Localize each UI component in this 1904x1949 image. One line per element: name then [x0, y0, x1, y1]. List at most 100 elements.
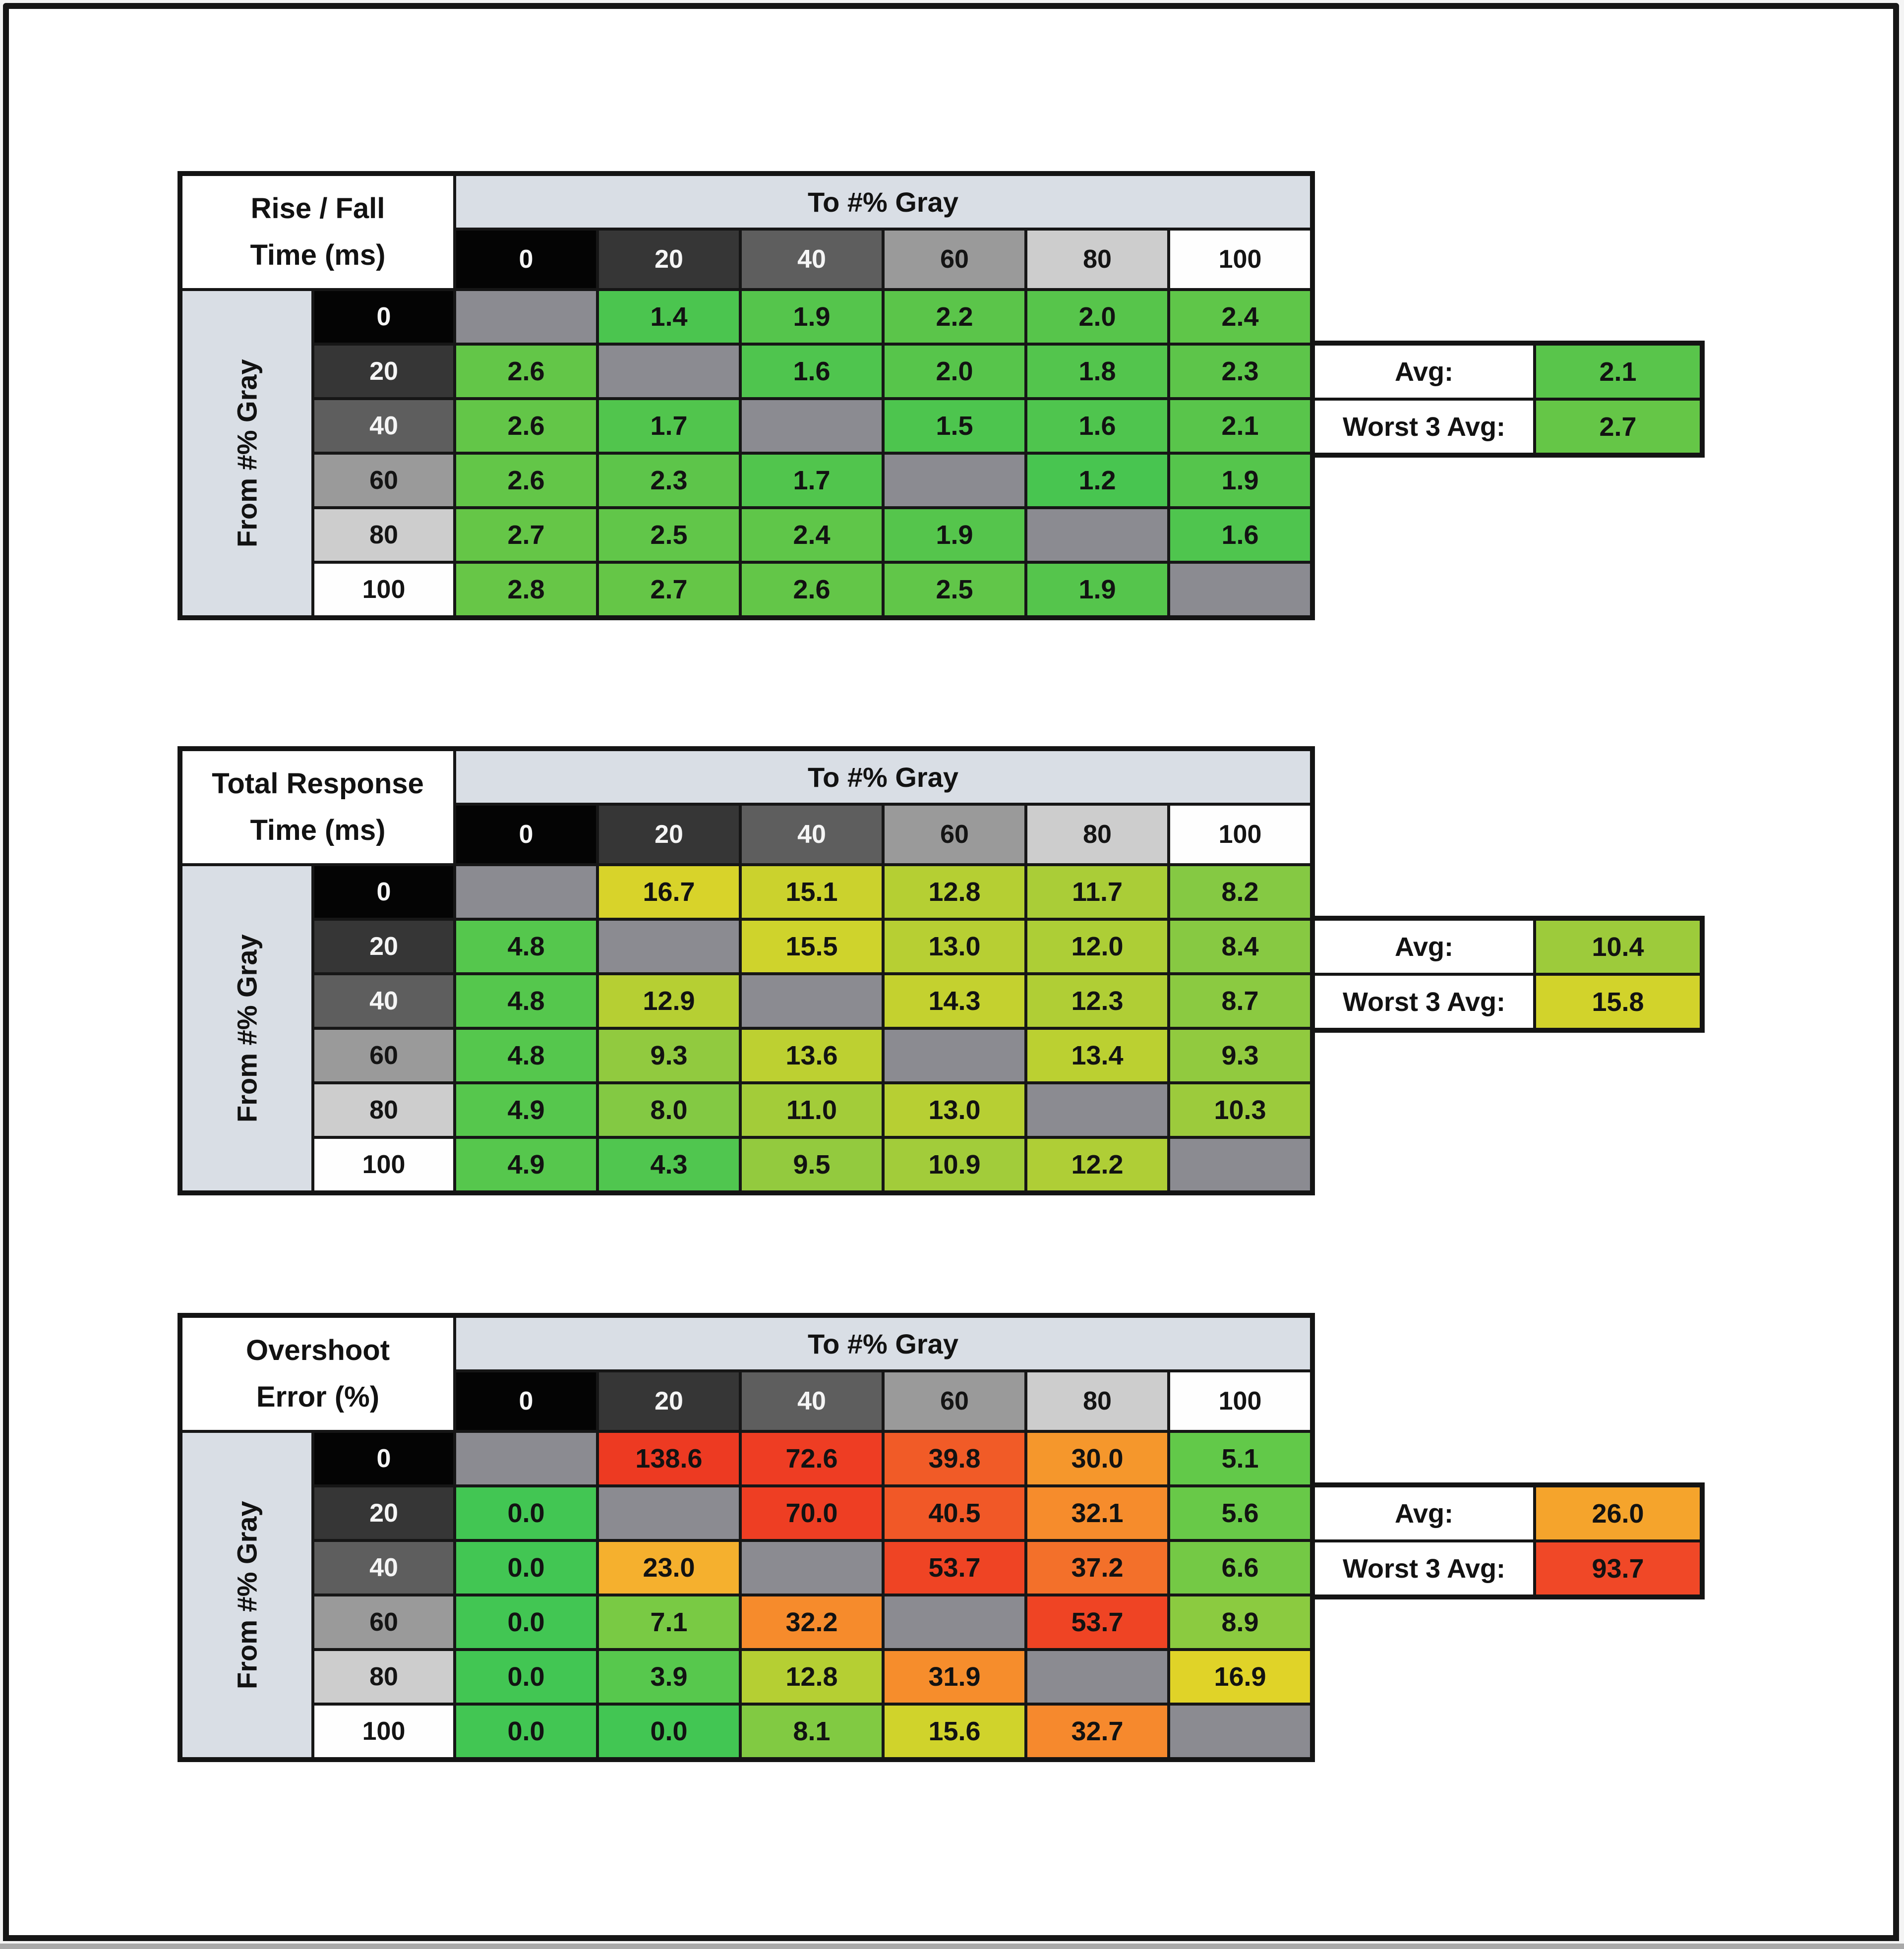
diagonal-cell — [456, 866, 596, 918]
diagonal-cell — [885, 1596, 1024, 1648]
value-cell: 2.3 — [1170, 346, 1310, 397]
diagonal-cell — [456, 291, 596, 343]
value-cell: 2.7 — [456, 509, 596, 561]
avg-value: 10.4 — [1536, 921, 1700, 973]
avg-value: 2.1 — [1536, 346, 1700, 398]
value-cell: 4.3 — [599, 1139, 739, 1190]
value-cell: 15.5 — [742, 921, 882, 972]
diagonal-cell — [742, 400, 882, 452]
to-level-40: 40 — [742, 806, 882, 863]
value-cell: 0.0 — [456, 1596, 596, 1648]
value-cell: 1.7 — [742, 455, 882, 506]
to-level-60: 60 — [885, 231, 1024, 288]
value-cell: 39.8 — [885, 1433, 1024, 1484]
overshoot-matrix: Overshoot Error (%) To #% Gray 0 20 40 60 80 100… — [178, 1313, 1315, 1762]
response-time-table: Total Response Time (ms) To #% Gray 0 20 40 60… — [178, 746, 1794, 1232]
value-cell: 2.6 — [456, 455, 596, 506]
value-cell: 9.5 — [742, 1139, 882, 1190]
value-cell: 16.7 — [599, 866, 739, 918]
value-cell: 2.5 — [599, 509, 739, 561]
value-cell: 1.9 — [885, 509, 1024, 561]
table-title-cell: Rise / Fall Time (ms) — [182, 176, 453, 288]
value-cell: 31.9 — [885, 1651, 1024, 1703]
from-level-20: 20 — [314, 1487, 453, 1539]
value-cell: 3.9 — [599, 1651, 739, 1703]
value-cell: 40.5 — [885, 1487, 1024, 1539]
value-cell: 15.6 — [885, 1706, 1024, 1757]
to-level-20: 20 — [599, 231, 739, 288]
from-level-40: 40 — [314, 400, 453, 452]
rise-fall-table: Rise / Fall Time (ms) To #% Gray 0 20 40 60 80 1… — [178, 171, 1794, 657]
to-gray-header: To #% Gray — [456, 751, 1310, 803]
overshoot-avg-block: Avg: 26.0 Worst 3 Avg: 93.7 — [1310, 1482, 1705, 1599]
value-cell: 1.9 — [1170, 455, 1310, 506]
value-cell: 1.6 — [1170, 509, 1310, 561]
to-level-0: 0 — [456, 806, 596, 863]
to-level-80: 80 — [1027, 806, 1167, 863]
value-cell: 32.7 — [1027, 1706, 1167, 1757]
value-cell: 10.3 — [1170, 1084, 1310, 1136]
value-cell: 8.4 — [1170, 921, 1310, 972]
from-level-40: 40 — [314, 1542, 453, 1594]
table-title-cell: Total Response Time (ms) — [182, 751, 453, 863]
value-cell: 1.6 — [742, 346, 882, 397]
worst3-value: 15.8 — [1536, 976, 1700, 1028]
avg-label: Avg: — [1315, 921, 1533, 973]
overshoot-table: Overshoot Error (%) To #% Gray 0 20 40 60 80 100… — [178, 1313, 1794, 1799]
value-cell: 8.1 — [742, 1706, 882, 1757]
table-title-line1: Rise / Fall — [250, 192, 385, 225]
value-cell: 32.2 — [742, 1596, 882, 1648]
response-time-avg-block: Avg: 10.4 Worst 3 Avg: 15.8 — [1310, 916, 1705, 1033]
value-cell: 2.6 — [742, 564, 882, 615]
value-cell: 13.0 — [885, 1084, 1024, 1136]
bottom-edge-strip — [0, 1944, 1904, 1949]
diagonal-cell — [599, 921, 739, 972]
to-level-100: 100 — [1170, 806, 1310, 863]
from-gray-header: From #% Gray — [182, 1433, 311, 1757]
value-cell: 2.6 — [456, 400, 596, 452]
response-time-matrix: Total Response Time (ms) To #% Gray 0 20 40 60… — [178, 746, 1315, 1195]
table-title-line2: Error (%) — [256, 1381, 380, 1414]
to-level-40: 40 — [742, 1372, 882, 1430]
from-level-80: 80 — [314, 1651, 453, 1703]
to-level-40: 40 — [742, 231, 882, 288]
value-cell: 12.8 — [742, 1651, 882, 1703]
value-cell: 5.1 — [1170, 1433, 1310, 1484]
table-title-line1: Overshoot — [245, 1334, 390, 1366]
from-level-80: 80 — [314, 509, 453, 561]
to-gray-header: To #% Gray — [456, 176, 1310, 228]
value-cell: 2.8 — [456, 564, 596, 615]
value-cell: 70.0 — [742, 1487, 882, 1539]
value-cell: 4.8 — [456, 921, 596, 972]
from-level-0: 0 — [314, 1433, 453, 1484]
value-cell: 0.0 — [456, 1651, 596, 1703]
value-cell: 1.6 — [1027, 400, 1167, 452]
value-cell: 4.9 — [456, 1139, 596, 1190]
value-cell: 2.1 — [1170, 400, 1310, 452]
to-level-20: 20 — [599, 1372, 739, 1430]
value-cell: 12.9 — [599, 975, 739, 1027]
worst3-label: Worst 3 Avg: — [1315, 1542, 1533, 1595]
diagonal-cell — [599, 346, 739, 397]
value-cell: 2.0 — [885, 346, 1024, 397]
value-cell: 2.6 — [456, 346, 596, 397]
to-level-0: 0 — [456, 231, 596, 288]
from-level-100: 100 — [314, 564, 453, 615]
from-level-100: 100 — [314, 1139, 453, 1190]
value-cell: 4.8 — [456, 1030, 596, 1081]
to-level-0: 0 — [456, 1372, 596, 1430]
value-cell: 8.7 — [1170, 975, 1310, 1027]
from-level-40: 40 — [314, 975, 453, 1027]
table-title-cell: Overshoot Error (%) — [182, 1318, 453, 1430]
value-cell: 1.4 — [599, 291, 739, 343]
value-cell: 53.7 — [1027, 1596, 1167, 1648]
worst3-value: 93.7 — [1536, 1542, 1700, 1595]
value-cell: 32.1 — [1027, 1487, 1167, 1539]
table-title-line2: Time (ms) — [250, 239, 386, 272]
to-level-100: 100 — [1170, 231, 1310, 288]
diagonal-cell — [885, 455, 1024, 506]
from-level-60: 60 — [314, 455, 453, 506]
value-cell: 37.2 — [1027, 1542, 1167, 1594]
value-cell: 1.9 — [742, 291, 882, 343]
value-cell: 8.9 — [1170, 1596, 1310, 1648]
